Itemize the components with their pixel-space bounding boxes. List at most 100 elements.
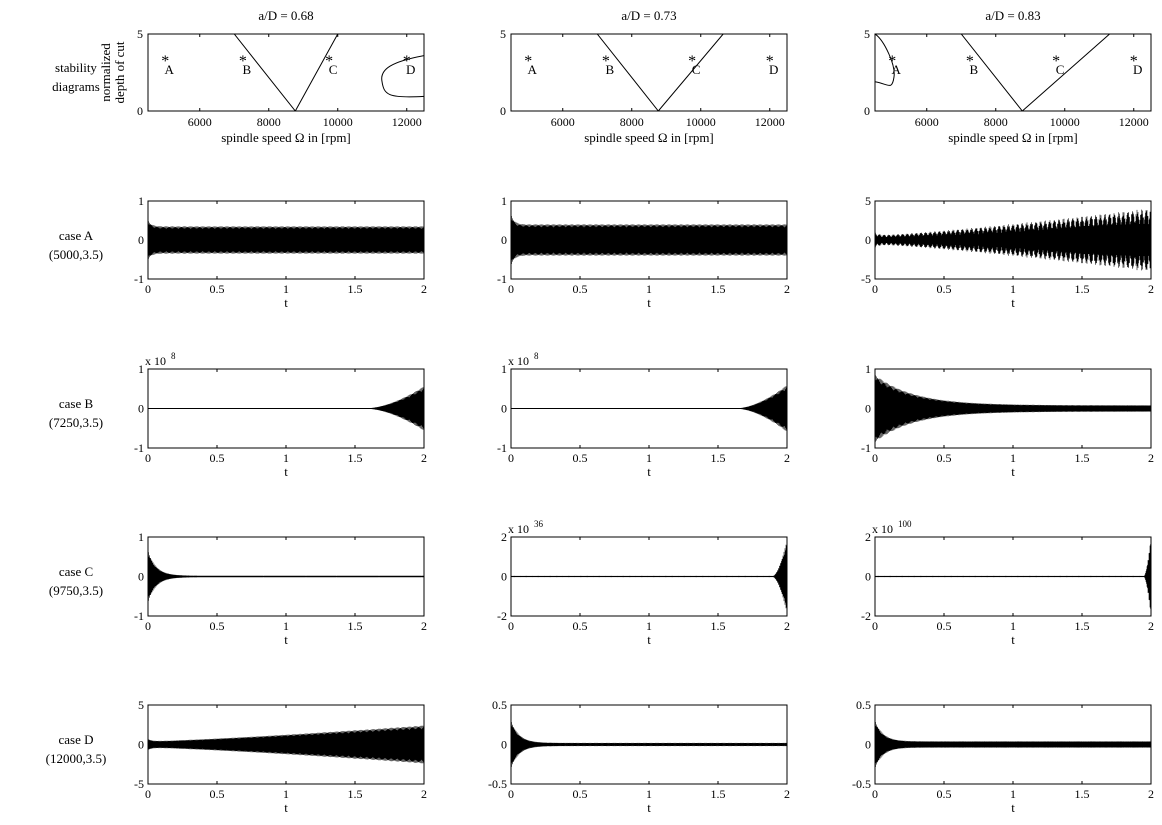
x-tick-label: 0 [508, 282, 514, 296]
x-tick-label: 1 [283, 451, 289, 465]
stability-lobe-v [233, 34, 339, 111]
scale-factor: x 10 36 [508, 519, 544, 536]
stability-lobe-v [960, 34, 1110, 111]
y-tick-label: 1 [501, 362, 507, 376]
oscillation-envelope [148, 387, 424, 430]
point-label: D [769, 62, 778, 77]
y-tick-label: 1 [138, 362, 144, 376]
row-label-line2: (7250,3.5) [49, 415, 103, 430]
x-tick-label: 0 [508, 451, 514, 465]
scale-exponent: 8 [534, 351, 539, 361]
scale-exponent: 8 [171, 351, 176, 361]
axes-frame [147, 33, 425, 112]
response-panel: 0 0.5 1 1.5 210-1t [134, 530, 427, 647]
oscillation-envelope [148, 221, 424, 259]
x-tick-label: 1.5 [348, 451, 363, 465]
marker-point: *D [766, 53, 779, 77]
point-marker: * [325, 53, 333, 70]
x-tick-label: 1.5 [1075, 619, 1090, 633]
stability-lobe-side [381, 55, 424, 98]
x-tick-label: 6000 [188, 115, 212, 129]
x-tick-label: 1.5 [348, 619, 363, 633]
x-axis-label: t [647, 464, 651, 479]
signal-trace [875, 537, 1151, 616]
scale-base: x 10 [508, 354, 529, 368]
point-label: D [1133, 62, 1142, 77]
scale-factor: x 10 100 [872, 519, 912, 536]
y-tick-label: 0 [138, 402, 144, 416]
y-tick-label: 5 [500, 27, 506, 41]
point-marker: * [1130, 53, 1138, 70]
point-marker: * [403, 53, 411, 70]
response-panel: 0 0.5 1 1.5 210-1tx 10 8 [134, 351, 427, 479]
point-marker: * [888, 53, 896, 70]
x-axis-label: t [647, 632, 651, 647]
chart-title: a/D = 0.73 [621, 8, 676, 23]
x-axis-label: t [1011, 800, 1015, 815]
x-axis-label: spindle speed Ω in [rpm] [948, 130, 1078, 145]
x-tick-label: 1.5 [1075, 282, 1090, 296]
marker-point: *B [239, 53, 252, 77]
x-tick-label: 0 [872, 282, 878, 296]
y-tick-label: -0.5 [852, 777, 871, 791]
x-tick-label: 0.5 [210, 787, 225, 801]
point-marker: * [239, 53, 247, 70]
response-panel: 0 0.5 1 1.5 20.50-0.5t [488, 698, 790, 815]
x-tick-label: 0 [872, 619, 878, 633]
x-tick-label: 0 [145, 619, 151, 633]
point-label: D [406, 62, 415, 77]
y-tick-label: 1 [865, 362, 871, 376]
response-panel: 0 0.5 1 1.5 210-1t [134, 194, 427, 310]
x-tick-label: 0.5 [937, 619, 952, 633]
x-tick-label: 8000 [620, 115, 644, 129]
response-panel: 0 0.5 1 1.5 210-1t [497, 194, 790, 310]
y-tick-label: 1 [501, 194, 507, 208]
x-tick-label: 1 [1010, 282, 1016, 296]
y-tick-label: 0 [137, 104, 143, 118]
x-tick-label: 12000 [392, 115, 422, 129]
x-tick-label: 1.5 [1075, 787, 1090, 801]
signal-trace [875, 722, 1151, 767]
axes-frame [874, 33, 1152, 112]
x-tick-label: 1 [646, 282, 652, 296]
x-axis-label: t [1011, 295, 1015, 310]
x-axis-label: t [647, 295, 651, 310]
axes-frame [510, 33, 788, 112]
x-tick-label: 0.5 [937, 451, 952, 465]
x-axis-label: t [284, 464, 288, 479]
x-tick-label: 0.5 [210, 451, 225, 465]
y-tick-label: 1 [138, 194, 144, 208]
y-tick-label: 5 [138, 698, 144, 712]
stability-panel: 6000 8000 10000 12000 0 5 a/D = 0.73 spindle sp… [500, 8, 788, 145]
x-axis-label: t [1011, 632, 1015, 647]
x-tick-label: 1 [283, 282, 289, 296]
signal-trace [511, 386, 787, 431]
scale-factor: x 10 8 [145, 351, 176, 368]
row-label: case A (5000,3.5) [49, 228, 103, 262]
y-tick-label: -1 [134, 272, 144, 286]
lobe-curves [596, 34, 724, 111]
y-tick-label: 0 [138, 233, 144, 247]
x-tick-label: 10000 [323, 115, 353, 129]
y-tick-label: -1 [134, 441, 144, 455]
y-tick-label: 0 [865, 738, 871, 752]
lobe-curves [233, 34, 424, 111]
marker-point: *A [161, 53, 174, 77]
y-tick-label: 2 [865, 530, 871, 544]
x-tick-label: 8000 [257, 115, 281, 129]
x-tick-label: 12000 [1119, 115, 1149, 129]
chart-title: a/D = 0.83 [985, 8, 1040, 23]
y-axis-label: depth of cut [112, 41, 127, 103]
x-tick-label: 0 [872, 451, 878, 465]
row-label-line1: stability [55, 60, 97, 75]
x-tick-label: 12000 [755, 115, 785, 129]
marker-point: *B [966, 53, 979, 77]
point-label: B [970, 62, 979, 77]
oscillation-envelope [875, 722, 1151, 767]
marker-point: *C [1052, 53, 1064, 77]
y-tick-label: 0 [500, 104, 506, 118]
response-panel: 0 0.5 1 1.5 220-2tx 10 36 [497, 519, 790, 647]
marker-point: *C [688, 53, 700, 77]
point-marker: * [1052, 53, 1060, 70]
